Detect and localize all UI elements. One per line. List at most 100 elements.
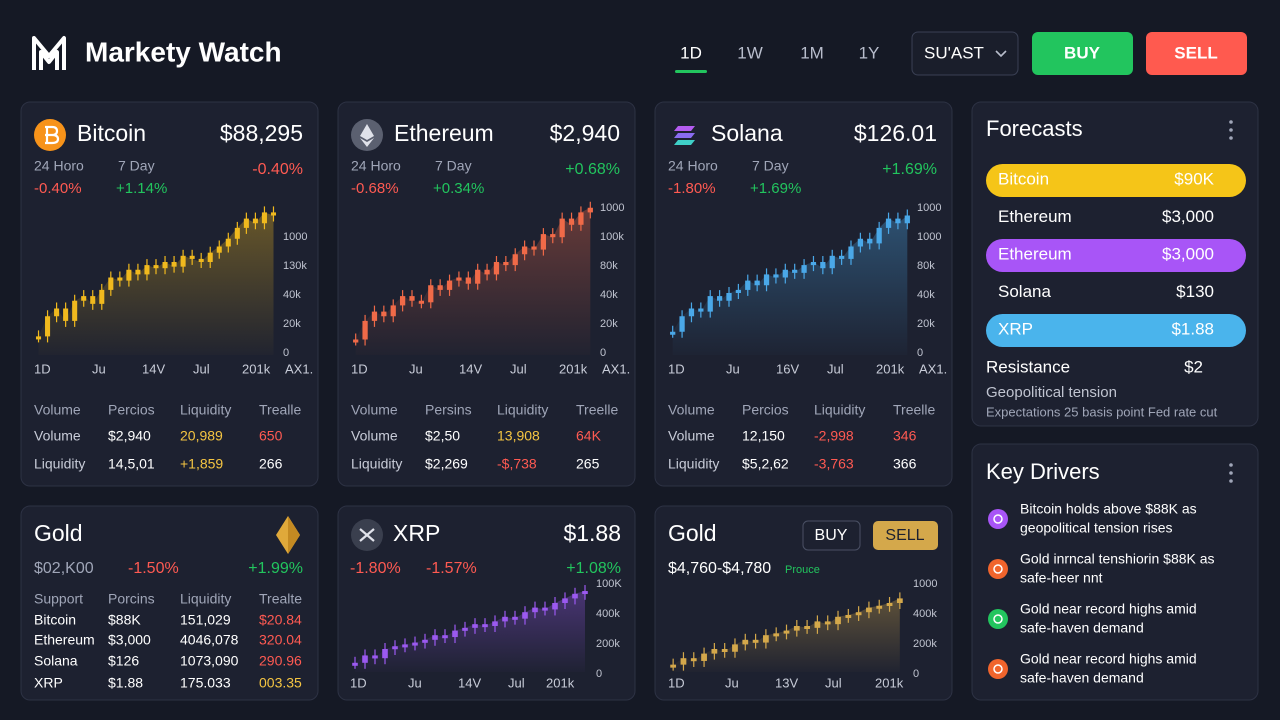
buy-label: BUY [815,527,848,544]
candle [452,630,458,638]
menu-dot[interactable] [1229,471,1233,475]
candle [895,218,901,224]
menu-dot[interactable] [1229,479,1233,483]
candle [189,255,195,259]
sell-button[interactable] [1146,32,1247,75]
y-axis-label: 400k [596,608,620,620]
candle [742,639,749,645]
forecast-pill [986,239,1246,272]
candle [783,630,790,634]
candle [578,212,584,225]
driver-icon-dot [993,664,1003,674]
x-axis-label: Ju [408,675,422,690]
candle [362,655,368,663]
driver-text: Gold near record highs amid [1020,601,1197,617]
candle [716,296,723,301]
driver-icon [988,509,1008,529]
candle [382,649,388,659]
candle [446,280,453,290]
x-axis-label: 201k [559,361,588,376]
candle [153,265,159,269]
gold-card [20,505,319,701]
price-area [355,207,591,355]
candle [54,308,60,317]
candle [512,616,518,620]
x-axis-label: 201k [242,361,271,376]
time-tab[interactable]: 1M [800,43,824,62]
asset-price: $02,K00 [34,560,94,577]
buy-button[interactable] [1032,32,1133,75]
driver-icon-dot [993,614,1003,624]
candle [465,277,471,284]
candle [180,255,186,267]
table-cell: Liquidity [668,456,719,472]
table-cell: 265 [576,456,600,472]
candle [531,246,537,250]
candle [542,607,548,611]
y-axis-label: 0 [600,347,606,359]
time-tab[interactable]: 1Y [859,43,880,62]
sell-button[interactable] [873,521,938,550]
menu-dot[interactable] [1229,128,1233,132]
candle [171,262,177,267]
candle [456,277,462,281]
candle [559,218,565,238]
candle [35,336,42,340]
driver-text: safe-heer nnt [1020,570,1103,586]
table-cell: $20.84 [259,612,302,628]
table-header: Porcins [108,591,155,607]
dropdown[interactable] [911,31,1019,76]
table-header: Percios [108,402,155,418]
candle [801,265,807,273]
candle [390,305,396,317]
candle [371,311,378,321]
candle [670,331,676,335]
candle [502,616,508,622]
y-axis-label: 130k [283,260,307,272]
y-axis-label: 1000 [917,231,941,243]
time-tab[interactable]: 1D [680,43,702,62]
time-tab[interactable]: 1W [737,43,763,62]
buy-button[interactable] [802,520,861,551]
table-header: Trealte [259,591,302,607]
x-axis-label: 1D [668,675,685,690]
candle [108,277,114,290]
forecast-label: Ethereum [998,207,1072,226]
price-note: Prouce [785,564,820,576]
panel-title: Forecasts [986,116,1083,141]
candle [829,255,835,269]
x-axis-label: AX1. [919,361,947,376]
y-axis-label: 0 [917,347,923,359]
table-cell: 346 [893,428,917,444]
candle [896,598,903,603]
change-badge: +1.99% [248,560,303,577]
table-cell: Volume [351,428,398,444]
menu-dot[interactable] [1229,136,1233,140]
table-cell: $126 [108,653,139,669]
candle [362,320,368,340]
period-change: +1.69% [750,180,801,197]
asset-name: Solana [711,120,783,146]
candle [198,258,204,262]
candle [857,238,864,247]
xrp-glyph [359,528,375,542]
y-axis-label: 400k [913,608,937,620]
x-axis-label: Ju [725,675,739,690]
candle [848,246,854,259]
y-axis-label: 80k [600,260,618,272]
y-axis-label: 100k [600,231,624,243]
candle [45,316,51,337]
menu-dot[interactable] [1229,463,1233,467]
candle [422,639,428,643]
table-cell: +1,859 [180,456,223,472]
table-header: Liquidity [180,402,231,418]
candle [162,262,168,269]
table-header: Liquidity [180,591,231,607]
candle [540,234,547,250]
candle [670,664,677,668]
driver-icon [988,559,1008,579]
asset-change: -1.50% [128,560,179,577]
table-header: Volume [668,402,715,418]
menu-dot[interactable] [1229,120,1233,124]
